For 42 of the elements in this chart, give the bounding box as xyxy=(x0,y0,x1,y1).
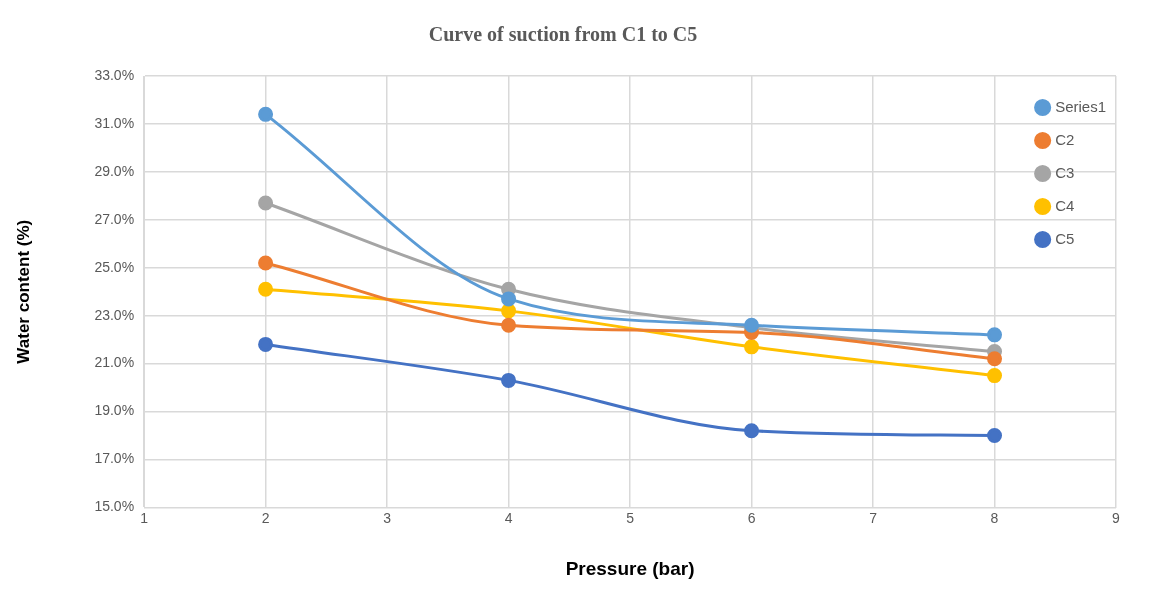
x-axis-title: Pressure (bar) xyxy=(565,557,695,579)
point xyxy=(987,428,1003,443)
y-tick-label: 31.0% xyxy=(94,114,135,131)
y-tick-label: 27.0% xyxy=(94,210,135,227)
point xyxy=(744,423,760,439)
point xyxy=(744,339,760,355)
x-tick-label: 7 xyxy=(869,509,878,526)
legend-label: C2 xyxy=(1055,130,1075,148)
point xyxy=(987,351,1003,367)
point xyxy=(258,195,274,211)
point xyxy=(258,106,274,122)
chart-title: Curve of suction from C1 to C5 xyxy=(428,23,698,46)
legend-label: Series1 xyxy=(1055,97,1106,115)
y-tick-label: 21.0% xyxy=(94,354,135,371)
x-tick-label: 5 xyxy=(626,509,635,526)
x-tick-label: 3 xyxy=(383,509,392,526)
point xyxy=(987,368,1003,384)
x-tick-label: 1 xyxy=(140,509,149,526)
x-tick-label: 2 xyxy=(261,509,270,526)
y-axis-title: Water content (%) xyxy=(13,219,33,364)
point xyxy=(258,336,274,352)
point xyxy=(501,372,517,388)
y-tick-label: 33.0% xyxy=(94,66,135,83)
y-tick-label: 19.0% xyxy=(94,402,135,419)
y-tick-label: 23.0% xyxy=(94,306,135,323)
x-tick-label: 8 xyxy=(990,509,999,526)
point xyxy=(258,255,274,271)
legend-label: C5 xyxy=(1055,229,1075,247)
legend-label: C4 xyxy=(1055,196,1075,214)
y-tick-label: 17.0% xyxy=(94,450,135,467)
point xyxy=(501,303,517,319)
point xyxy=(501,317,517,333)
x-tick-label: 9 xyxy=(1112,509,1121,526)
point xyxy=(987,327,1003,343)
legend-label: C3 xyxy=(1055,163,1075,181)
point xyxy=(501,291,517,307)
x-tick-label: 4 xyxy=(504,509,513,526)
y-tick-label: 15.0% xyxy=(94,498,135,515)
y-tick-label: 25.0% xyxy=(94,258,135,275)
x-tick-label: 6 xyxy=(747,509,756,526)
point xyxy=(258,281,274,297)
y-tick-label: 29.0% xyxy=(94,162,135,179)
